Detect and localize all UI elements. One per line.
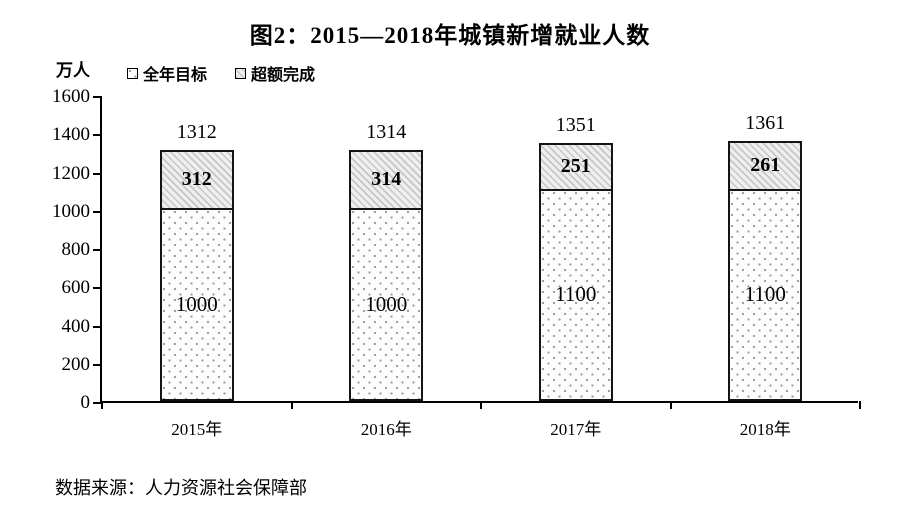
legend-item-overfulfilled: 超额完成	[235, 61, 315, 85]
bar-total-label: 1351	[555, 113, 596, 136]
stacked-bar: 251 1100	[538, 142, 613, 401]
x-axis-tick	[101, 401, 103, 409]
dots-pattern-swatch-icon	[127, 67, 138, 79]
legend-label: 超额完成	[251, 67, 316, 84]
x-axis-category-label: 2015年	[171, 420, 223, 439]
x-axis-tick	[859, 401, 861, 409]
y-axis-tick	[93, 325, 102, 328]
stacked-bar: 314 1000	[349, 149, 424, 401]
bar-segment-overfulfilled: 312	[161, 152, 232, 210]
legend-item-annual-target: 全年目标	[127, 61, 207, 85]
y-axis-unit-label: 万人	[56, 61, 90, 80]
bar-segment-annual-target: 1100	[730, 190, 801, 399]
x-axis-category-label: 2016年	[360, 420, 412, 439]
bar-segment-annual-target: 1000	[161, 209, 232, 399]
stacked-bar: 261 1100	[728, 140, 803, 401]
y-axis-tick-label: 600	[61, 277, 91, 299]
x-axis-tick	[480, 401, 482, 409]
legend-label: 全年目标	[143, 67, 208, 84]
bar-segment-overfulfilled: 314	[351, 151, 422, 210]
y-axis-tick	[93, 249, 102, 251]
hatch-pattern-swatch-icon	[235, 67, 247, 79]
bar-total-label: 1314	[366, 120, 407, 143]
y-axis-tick	[93, 96, 102, 98]
plot-area: 0 200 400 600 800 1000 1200 1400 1600 312 1000 1312…	[52, 87, 861, 439]
bar-total-label: 1312	[176, 121, 217, 144]
y-axis-tick-label: 0	[80, 392, 91, 413]
y-axis-tick	[93, 363, 102, 366]
chart-legend: 全年目标 超额完成	[127, 61, 315, 85]
y-axis-tick	[93, 287, 102, 290]
bar-segment-overfulfilled: 251	[540, 144, 611, 191]
y-axis-tick	[93, 402, 102, 404]
x-axis-tick	[290, 401, 293, 409]
y-axis-tick-label: 400	[61, 315, 91, 337]
y-axis-tick-label: 1400	[52, 124, 90, 146]
bar-segment-annual-target: 1100	[540, 190, 611, 399]
y-axis-tick	[93, 172, 102, 175]
bar-total-label: 1361	[745, 111, 786, 134]
x-axis-category-label: 2017年	[550, 420, 602, 439]
chart-title: 图2：2015—2018年城镇新增就业人数	[249, 23, 651, 48]
bar-segment-annual-target: 1000	[351, 209, 422, 399]
data-source-note: 数据来源：人力资源社会保障部	[55, 478, 307, 498]
y-axis-tick-label: 1200	[52, 162, 90, 184]
y-axis-tick-label: 1600	[52, 86, 90, 107]
y-axis-tick-label: 800	[61, 239, 91, 260]
x-axis-tick	[669, 401, 672, 409]
bar-segment-overfulfilled: 261	[730, 142, 801, 191]
y-axis-tick	[93, 210, 102, 213]
y-axis-tick	[93, 134, 102, 137]
y-axis-tick-label: 1000	[52, 200, 90, 222]
stacked-bar: 312 1000	[159, 150, 234, 401]
x-axis-category-label: 2018年	[739, 420, 791, 439]
y-axis-tick-label: 200	[61, 353, 91, 375]
